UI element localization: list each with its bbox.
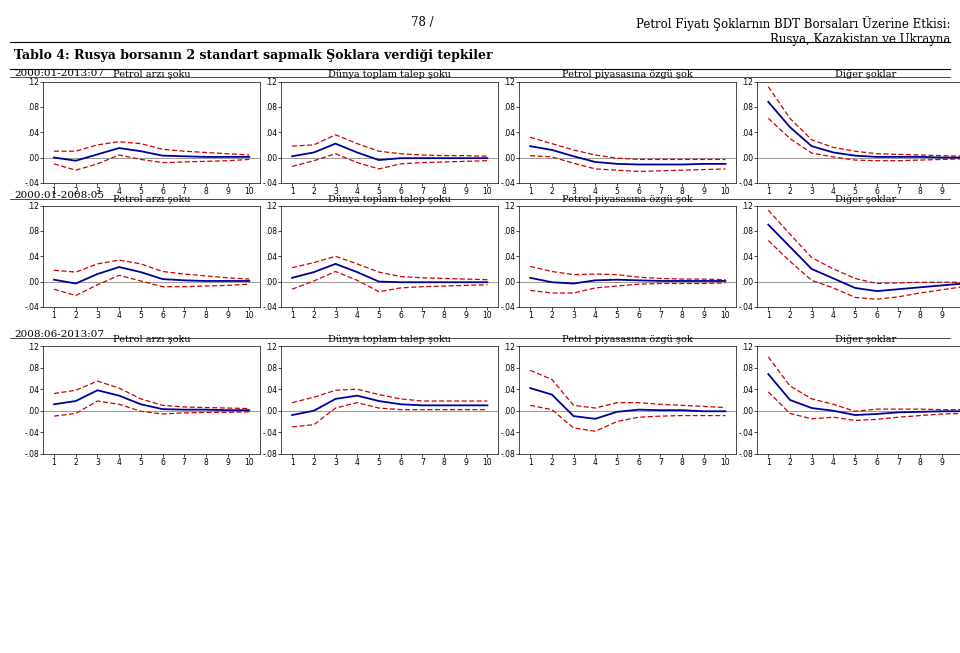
Text: 2008:06-2013:07: 2008:06-2013:07 [14,330,105,339]
Title: Petrol arzı şoku: Petrol arzı şoku [113,195,190,204]
Title: Dünya toplam talep şoku: Dünya toplam talep şoku [328,335,451,344]
Title: Dünya toplam talep şoku: Dünya toplam talep şoku [328,71,451,80]
Text: Petrol Fiyatı Şoklarnın BDT Borsaları Üzerine Etkisi:
Rusya, Kazakistan ve Ukray: Petrol Fiyatı Şoklarnın BDT Borsaları Üz… [636,16,950,46]
Title: Petrol arzı şoku: Petrol arzı şoku [113,71,190,80]
Title: Petrol piyasasına özgü şok: Petrol piyasasına özgü şok [563,71,693,80]
Text: 2000:01-2013:07: 2000:01-2013:07 [14,69,105,78]
Title: Diğer şoklar: Diğer şoklar [835,194,897,204]
Title: Petrol arzı şoku: Petrol arzı şoku [113,335,190,344]
Text: 2000:01-2008:05: 2000:01-2008:05 [14,191,105,200]
Title: Dünya toplam talep şoku: Dünya toplam talep şoku [328,195,451,204]
Text: Tablo 4: Rusya borsanın 2 standart sapmalk Şoklara verdiği tepkiler: Tablo 4: Rusya borsanın 2 standart sapma… [14,49,493,62]
Title: Diğer şoklar: Diğer şoklar [835,334,897,344]
Title: Petrol piyasasına özgü şok: Petrol piyasasına özgü şok [563,335,693,344]
Title: Petrol piyasasına özgü şok: Petrol piyasasına özgü şok [563,195,693,204]
Text: 78 /: 78 / [411,16,434,29]
Title: Diğer şoklar: Diğer şoklar [835,70,897,80]
